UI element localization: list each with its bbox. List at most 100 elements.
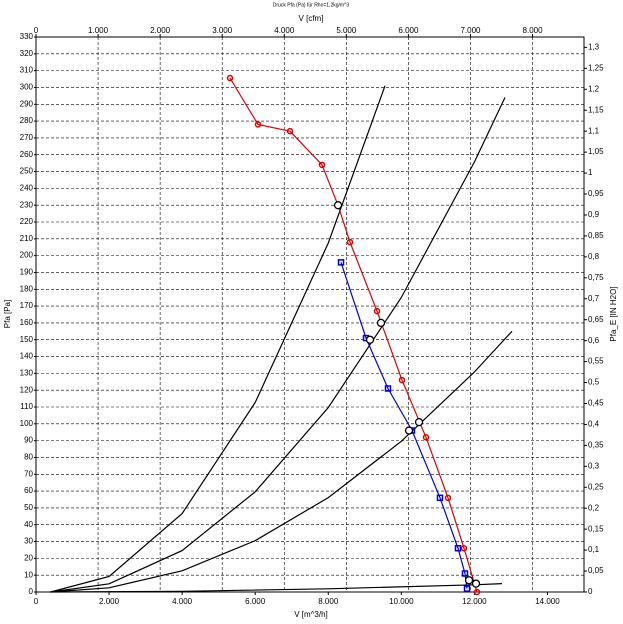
series-line (50, 330, 513, 593)
x2-tick-label: 6.000 (398, 26, 419, 35)
y2-tick-label: 0,7 (588, 294, 600, 303)
x2-tick-label: 0 (34, 26, 39, 35)
y-tick-label: 170 (20, 301, 34, 310)
y-tick-label: 300 (20, 83, 34, 92)
y2-tick-label: 1,15 (588, 105, 604, 114)
series-line (340, 262, 468, 589)
marker (337, 259, 345, 266)
marker (373, 307, 381, 315)
y2-tick-label: 0,75 (588, 273, 604, 282)
y2-tick-label: 0,35 (588, 440, 604, 449)
x-tick-label: 2.000 (99, 597, 120, 606)
y-tick-label: 80 (24, 453, 33, 462)
series-line (50, 97, 506, 593)
y2-tick-label: 0,05 (588, 566, 604, 575)
y-tick-label: 220 (20, 217, 34, 226)
marker (463, 585, 471, 592)
y-axis-label: Pfa [Pa] (3, 300, 12, 328)
y2-tick-label: 0,4 (588, 420, 600, 429)
y-tick-label: 90 (24, 436, 33, 445)
x2-axis-label: V [cfm] (299, 14, 324, 23)
marker (346, 238, 354, 246)
y-tick-label: 270 (20, 133, 34, 142)
marker (454, 545, 462, 552)
y-tick-label: 10 (24, 570, 33, 579)
y-tick-label: 30 (24, 537, 33, 546)
y2-tick-label: 1,05 (588, 147, 604, 156)
x2-tick-label: 1.000 (88, 26, 109, 35)
y-tick-label: 70 (24, 469, 33, 478)
operating-point (404, 426, 414, 435)
marker (318, 161, 326, 169)
y2-axis-label: Pfa_E [IN H2O] (609, 286, 618, 341)
y-tick-label: 50 (24, 503, 33, 512)
y-tick-label: 190 (20, 268, 34, 277)
y2-tick-label: 0,8 (588, 252, 600, 261)
operating-point (471, 579, 481, 588)
y2-tick-label: 0,5 (588, 378, 600, 387)
y2-tick-label: 0,95 (588, 189, 604, 198)
y2-tick-label: 0,25 (588, 482, 604, 491)
y2-tick-label: 0,15 (588, 524, 604, 533)
y-tick-label: 210 (20, 234, 34, 243)
x-tick-label: 4.000 (172, 597, 193, 606)
marker (398, 376, 406, 384)
y-tick-label: 160 (20, 318, 34, 327)
marker (473, 588, 481, 596)
y2-tick-label: 1,3 (588, 42, 600, 51)
y-tick-label: 40 (24, 520, 33, 529)
marker (226, 74, 234, 82)
y-tick-label: 290 (20, 99, 34, 108)
y2-tick-label: 0,45 (588, 399, 604, 408)
y2-tick-label: 1,2 (588, 84, 600, 93)
y2-tick-label: 0,55 (588, 357, 604, 366)
marker (460, 545, 468, 552)
series-line (229, 77, 478, 593)
y2-tick-label: 0,9 (588, 210, 600, 219)
y2-tick-label: 1,25 (588, 63, 604, 72)
y-tick-label: 0 (29, 587, 34, 596)
operating-point (414, 417, 424, 427)
y2-tick-label: 0,6 (588, 336, 600, 345)
marker (384, 385, 392, 392)
y-tick-label: 100 (20, 419, 34, 428)
y-tick-label: 330 (20, 32, 34, 41)
marker (444, 494, 452, 502)
y2-tick-label: 1,1 (588, 126, 600, 135)
y-tick-label: 320 (20, 49, 34, 58)
x2-tick-label: 2.000 (150, 26, 171, 35)
x2-tick-label: 7.000 (460, 26, 481, 35)
marker (461, 570, 469, 577)
y-tick-label: 240 (20, 183, 34, 192)
y-tick-label: 200 (20, 251, 34, 260)
marker (436, 494, 444, 502)
operating-point (333, 201, 343, 210)
y2-tick-label: 0,85 (588, 231, 604, 240)
y2-tick-label: 0,65 (588, 315, 604, 324)
x-tick-label: 10.000 (389, 597, 414, 606)
x2-tick-label: 4.000 (274, 26, 295, 35)
x2-tick-label: 3.000 (212, 26, 233, 35)
chart-title: Druck Pfa (Pa) für Rho=1,2kg/m^3 (273, 2, 350, 8)
y-tick-label: 120 (20, 385, 34, 394)
x-axis-label: V [m^3/h] (294, 610, 328, 619)
marker (422, 434, 430, 441)
marker (254, 121, 262, 128)
y-tick-label: 280 (20, 116, 34, 125)
y2-tick-label: 0 (588, 587, 593, 596)
y-tick-label: 260 (20, 150, 34, 159)
operating-point (376, 318, 386, 328)
y2-tick-label: 1 (588, 168, 593, 177)
series-line (50, 85, 386, 593)
operating-point (365, 335, 375, 344)
y2-tick-label: 0,3 (588, 461, 600, 470)
y-tick-label: 20 (24, 553, 33, 562)
y-tick-label: 180 (20, 284, 34, 293)
x-tick-label: 6.000 (245, 597, 266, 606)
y-tick-label: 140 (20, 352, 34, 361)
y-tick-label: 250 (20, 167, 34, 176)
x2-tick-label: 8.000 (523, 26, 544, 35)
x-tick-label: 12.000 (462, 597, 487, 606)
y-tick-label: 110 (20, 402, 33, 411)
